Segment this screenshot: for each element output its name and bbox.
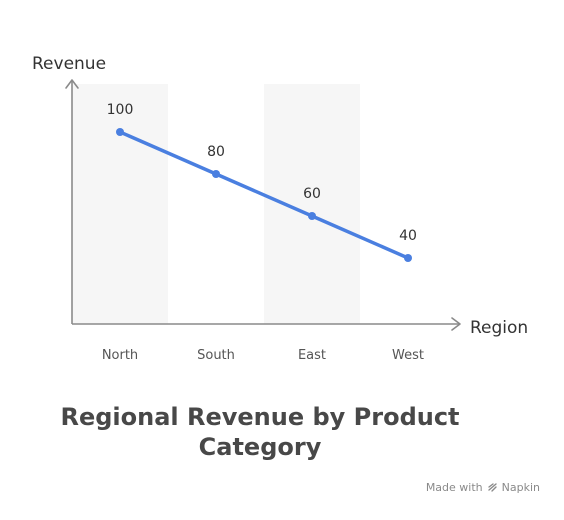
made-with-label: Made with [425, 481, 483, 494]
data-point-west [404, 254, 412, 262]
chart-title: Regional Revenue by Product Category [60, 403, 460, 461]
x-tick-label-west: West [392, 348, 424, 363]
napkin-logo-icon [487, 483, 497, 492]
category-band-east [264, 84, 360, 324]
x-tick-label-east: East [298, 348, 326, 363]
y-axis-label: Revenue [32, 54, 106, 74]
x-tick-labels: North South East West [102, 348, 424, 363]
x-tick-label-north: North [102, 348, 138, 363]
data-label-west: 40 [399, 228, 417, 244]
data-labels: 100 80 60 40 [107, 102, 417, 244]
axes: Revenue Region [32, 54, 528, 338]
x-tick-label-south: South [197, 348, 235, 363]
data-point-east [308, 212, 316, 220]
made-with-footer: Made with Napkin [426, 481, 540, 494]
data-label-east: 60 [303, 186, 321, 202]
data-label-north: 100 [107, 102, 134, 118]
data-label-south: 80 [207, 144, 225, 160]
x-axis-label: Region [470, 318, 528, 338]
category-bands [72, 84, 360, 324]
series-line [118, 130, 410, 260]
category-band-north [72, 84, 168, 324]
napkin-brand-label: Napkin [501, 481, 540, 494]
x-axis-arrow [451, 317, 461, 331]
data-point-south [212, 170, 220, 178]
series-group [116, 128, 412, 262]
data-point-north [116, 128, 124, 136]
y-axis-arrow [65, 79, 79, 89]
